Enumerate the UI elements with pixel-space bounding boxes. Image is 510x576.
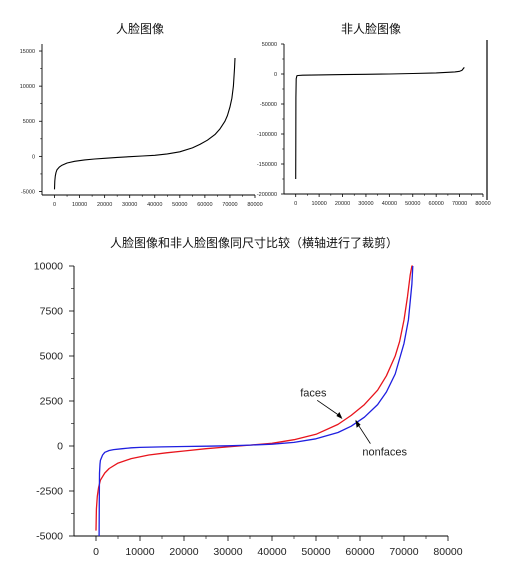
x-tick-label: 0: [93, 546, 99, 558]
y-tick-label: 10000: [34, 261, 63, 273]
y-tick-label: -200000: [257, 192, 277, 198]
y-tick-label: -5000: [36, 531, 63, 543]
y-tick-label: -2500: [36, 486, 63, 498]
y-tick-label: 7500: [40, 306, 64, 318]
x-tick-label: 20000: [335, 201, 350, 207]
x-tick-label: 10000: [125, 546, 154, 558]
y-tick-label: 5000: [23, 119, 35, 125]
x-tick-label: 60000: [429, 201, 444, 207]
faces-arrowhead: [336, 412, 343, 419]
x-tick-label: 40000: [257, 546, 286, 558]
x-tick-label: 80000: [247, 202, 262, 208]
chart-title: 非人脸图像: [341, 22, 401, 36]
x-tick-label: 10000: [311, 201, 326, 207]
y-tick-label: 0: [32, 154, 35, 160]
y-tick-label: 0: [274, 72, 277, 78]
x-tick-label: 30000: [122, 202, 137, 208]
nonfaces-arrowhead: [355, 419, 361, 428]
x-tick-label: 80000: [433, 546, 462, 558]
data-series-line: [53, 57, 236, 190]
x-tick-label: 70000: [389, 546, 418, 558]
chart-title: 人脸图像: [116, 22, 164, 36]
x-tick-label: 50000: [405, 201, 420, 207]
y-tick-label: 15000: [20, 49, 35, 55]
x-tick-label: 70000: [222, 202, 237, 208]
faces-annotation: faces: [300, 387, 327, 399]
x-tick-label: 0: [294, 201, 297, 207]
faces-series-line: [95, 265, 413, 531]
x-tick-label: 20000: [97, 202, 112, 208]
x-tick-label: 0: [53, 202, 56, 208]
faces-arrow: [316, 399, 342, 418]
y-tick-label: -100000: [257, 132, 277, 138]
y-tick-label: 50000: [262, 42, 277, 48]
y-tick-label: 5000: [40, 351, 64, 363]
y-tick-label: 2500: [40, 396, 64, 408]
y-tick-label: -50000: [260, 102, 277, 108]
x-tick-label: 60000: [345, 546, 374, 558]
comparison-chart: 人脸图像和非人脸图像同尺寸比较（横轴进行了裁剪） 0 10000 20000 30000…: [34, 235, 463, 558]
y-tick-label: -5000: [21, 189, 35, 195]
y-tick-label: 10000: [20, 84, 35, 90]
x-tick-label: 40000: [147, 202, 162, 208]
x-tick-label: 10000: [72, 202, 87, 208]
x-tick-label: 70000: [452, 201, 467, 207]
x-tick-label: 30000: [358, 201, 373, 207]
x-tick-label: 50000: [301, 546, 330, 558]
chart-title: 人脸图像和非人脸图像同尺寸比较（横轴进行了裁剪）: [110, 235, 398, 250]
x-tick-label: 30000: [213, 546, 242, 558]
x-tick-label: 40000: [382, 201, 397, 207]
nonfaces-series-line: [98, 265, 414, 537]
y-tick-label: 0: [57, 441, 63, 453]
data-series-line: [295, 67, 465, 180]
x-tick-label: 20000: [169, 546, 198, 558]
x-tick-label: 80000: [475, 201, 490, 207]
nonfaces-annotation: nonfaces: [362, 447, 407, 459]
x-tick-label: 50000: [172, 202, 187, 208]
y-tick-label: -150000: [257, 162, 277, 168]
nonfaces-chart: 非人脸图像 0 10000 20000 30000 40000 50000 60000 7000…: [257, 22, 491, 207]
x-tick-label: 60000: [197, 202, 212, 208]
